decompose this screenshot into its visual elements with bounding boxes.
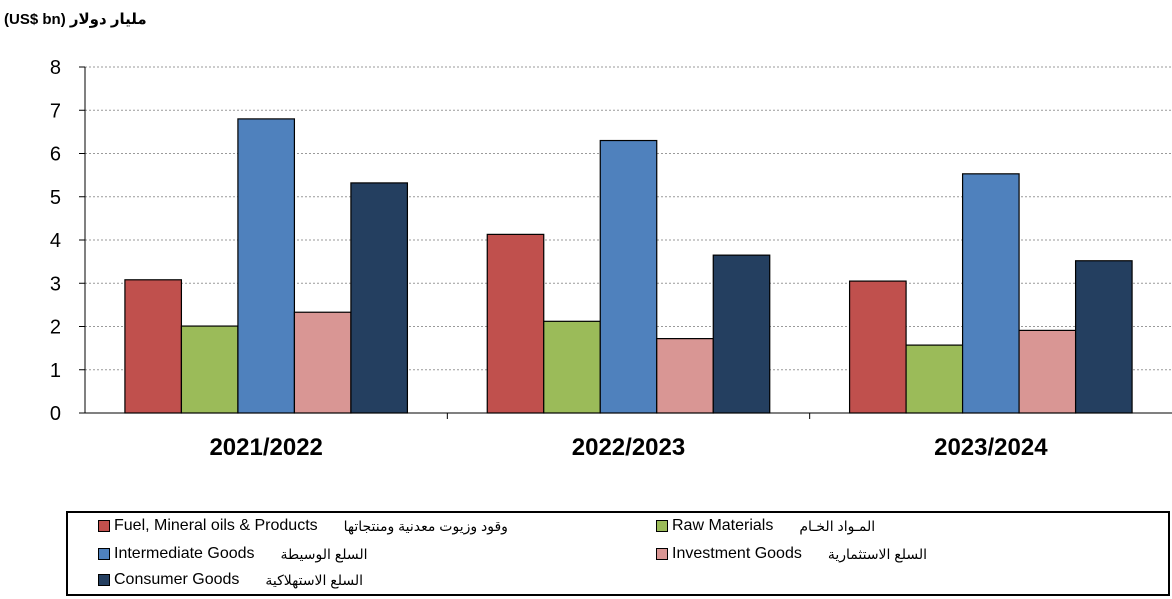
legend-label-consumer: Consumer Goods bbox=[114, 571, 240, 588]
legend-swatch-intermediate bbox=[98, 548, 110, 560]
bar-investment-goods-2022-2023 bbox=[656, 338, 714, 414]
legend-label-raw: Raw Materials bbox=[672, 517, 774, 534]
legend-label-intermediate: Intermediate Goods bbox=[114, 545, 255, 562]
y-tick-label: 5 bbox=[50, 187, 61, 209]
y-tick-label: 6 bbox=[50, 144, 61, 166]
y-tick-label: 2 bbox=[50, 317, 61, 339]
legend-label-investment: Investment Goods bbox=[672, 545, 802, 562]
bar-intermediate-goods-2023-2024 bbox=[961, 173, 1020, 414]
bars bbox=[124, 118, 1133, 414]
legend: Fuel, Mineral oils & Products وقود وزيوت… bbox=[66, 511, 1170, 596]
bar-raw-materials-2023-2024 bbox=[905, 344, 964, 414]
legend-label-intermediate-ar: السلع الوسيطة bbox=[280, 545, 368, 562]
bar-consumer-goods-2022-2023 bbox=[712, 254, 771, 414]
bar-consumer-goods-2023-2024 bbox=[1074, 260, 1133, 414]
bar-fuel-mineral-oils-products-2022-2023 bbox=[486, 233, 545, 414]
bar-chart: 0 1 2 3 4 5 6 7 8 2021/2022 2022/2023 2023/2024 bbox=[50, 57, 1172, 461]
legend-label-raw-ar: المـواد الخـام bbox=[799, 517, 876, 534]
legend-item-raw: Raw Materials المـواد الخـام bbox=[656, 517, 875, 535]
legend-label-investment-ar: السلع الاستثمارية bbox=[827, 545, 928, 562]
legend-item-fuel: Fuel, Mineral oils & Products وقود وزيوت… bbox=[98, 517, 508, 535]
legend-item-consumer: Consumer Goods السلع الاستهلاكية bbox=[98, 571, 363, 589]
y-tick-label: 3 bbox=[50, 273, 61, 295]
legend-swatch-consumer bbox=[98, 574, 110, 586]
legend-swatch-investment bbox=[656, 548, 668, 560]
y-tick-label: 1 bbox=[50, 360, 61, 382]
bar-intermediate-goods-2021-2022 bbox=[237, 118, 296, 414]
x-tick-label: 2023/2024 bbox=[934, 434, 1048, 461]
unit-label: مليار دولار (US$ bn) bbox=[4, 11, 147, 28]
legend-swatch-fuel bbox=[98, 520, 110, 532]
y-tick-label: 8 bbox=[50, 57, 61, 79]
bar-raw-materials-2021-2022 bbox=[180, 325, 239, 414]
legend-item-investment: Investment Goods السلع الاستثمارية bbox=[656, 545, 927, 563]
legend-label-consumer-ar: السلع الاستهلاكية bbox=[265, 571, 364, 588]
x-tick-label: 2021/2022 bbox=[209, 434, 322, 461]
bar-intermediate-goods-2022-2023 bbox=[599, 139, 658, 414]
x-tick-label: 2022/2023 bbox=[572, 434, 685, 461]
y-tick-label: 4 bbox=[50, 230, 61, 252]
y-tick-label: 0 bbox=[50, 403, 61, 425]
x-tick-labels: 2021/2022 2022/2023 2023/2024 bbox=[209, 434, 1048, 461]
legend-label-fuel-ar: وقود وزيوت معدنية ومنتجاتها bbox=[343, 517, 508, 534]
legend-item-intermediate: Intermediate Goods السلع الوسيطة bbox=[98, 545, 367, 563]
y-tick-label: 7 bbox=[50, 100, 61, 122]
axes bbox=[79, 66, 1172, 419]
bar-fuel-mineral-oils-products-2021-2022 bbox=[124, 279, 183, 414]
bar-investment-goods-2021-2022 bbox=[293, 311, 352, 414]
y-tick-labels: 0 1 2 3 4 5 6 7 8 bbox=[50, 57, 61, 425]
legend-swatch-raw bbox=[656, 520, 668, 532]
bar-consumer-goods-2021-2022 bbox=[350, 182, 409, 414]
bar-investment-goods-2023-2024 bbox=[1018, 329, 1077, 414]
bar-raw-materials-2022-2023 bbox=[543, 320, 601, 414]
legend-label-fuel: Fuel, Mineral oils & Products bbox=[114, 517, 318, 534]
bar-fuel-mineral-oils-products-2023-2024 bbox=[848, 280, 907, 414]
